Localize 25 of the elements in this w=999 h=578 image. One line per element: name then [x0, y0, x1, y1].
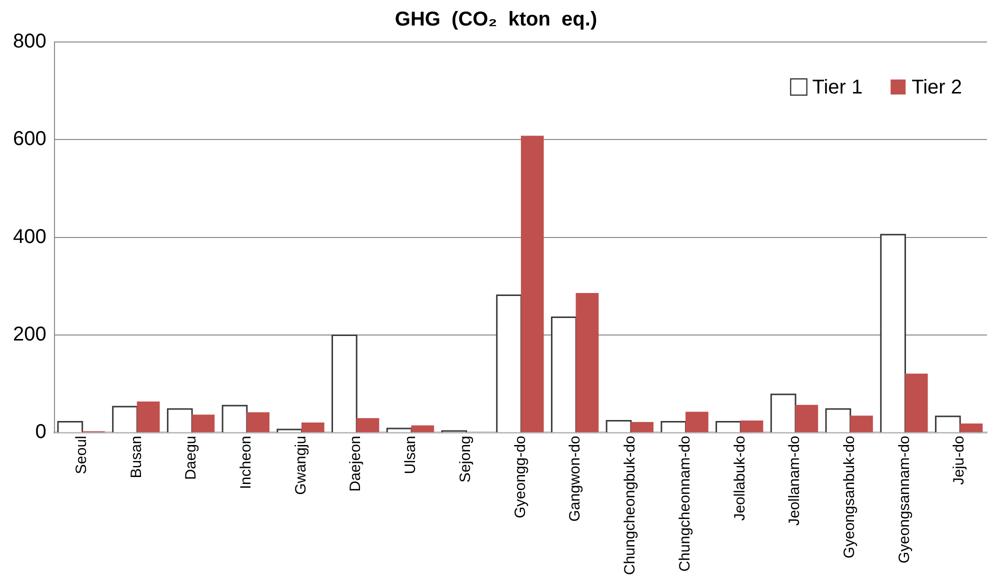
x-tick-label: Incheon — [238, 436, 255, 490]
y-tick-label: 200 — [12, 324, 46, 346]
chart-title: GHG (CO₂ kton eq.) — [394, 8, 598, 31]
x-tick-label: Gangwon-do — [566, 436, 584, 522]
x-tick-label: Chungcheongbuk-do — [622, 436, 639, 576]
x-tick-label: Jeollanam-do — [786, 436, 804, 526]
y-tick-label: 400 — [12, 226, 46, 248]
x-tick-label: Sejong — [456, 436, 474, 482]
x-tick-label: Ulsan — [402, 436, 420, 474]
x-tick-label: Chungcheonnam-do — [676, 436, 694, 572]
x-tick-label: Gwangju — [292, 436, 310, 495]
legend-label: Tier 1 — [812, 76, 863, 99]
y-tick-label: 0 — [35, 421, 46, 444]
x-tick-label: Busan — [128, 436, 145, 478]
y-tick-label: 800 — [12, 30, 46, 53]
x-tick-label: Jeju-do — [950, 436, 968, 485]
x-tick-label: Jeollabuk-do — [731, 436, 748, 521]
x-tick-label: Gyeongg-do — [512, 436, 529, 518]
legend-label: Tier 2 — [912, 76, 962, 99]
x-tick-label: Seoul — [72, 436, 90, 474]
x-tick-label: Daegu — [182, 436, 200, 480]
x-tick-label: Gyeongsanbuk-do — [840, 436, 858, 558]
y-tick-label: 600 — [12, 128, 46, 150]
x-tick-label: Daejeon — [347, 436, 364, 492]
x-tick-label: Gyeongsannam-do — [896, 436, 913, 564]
